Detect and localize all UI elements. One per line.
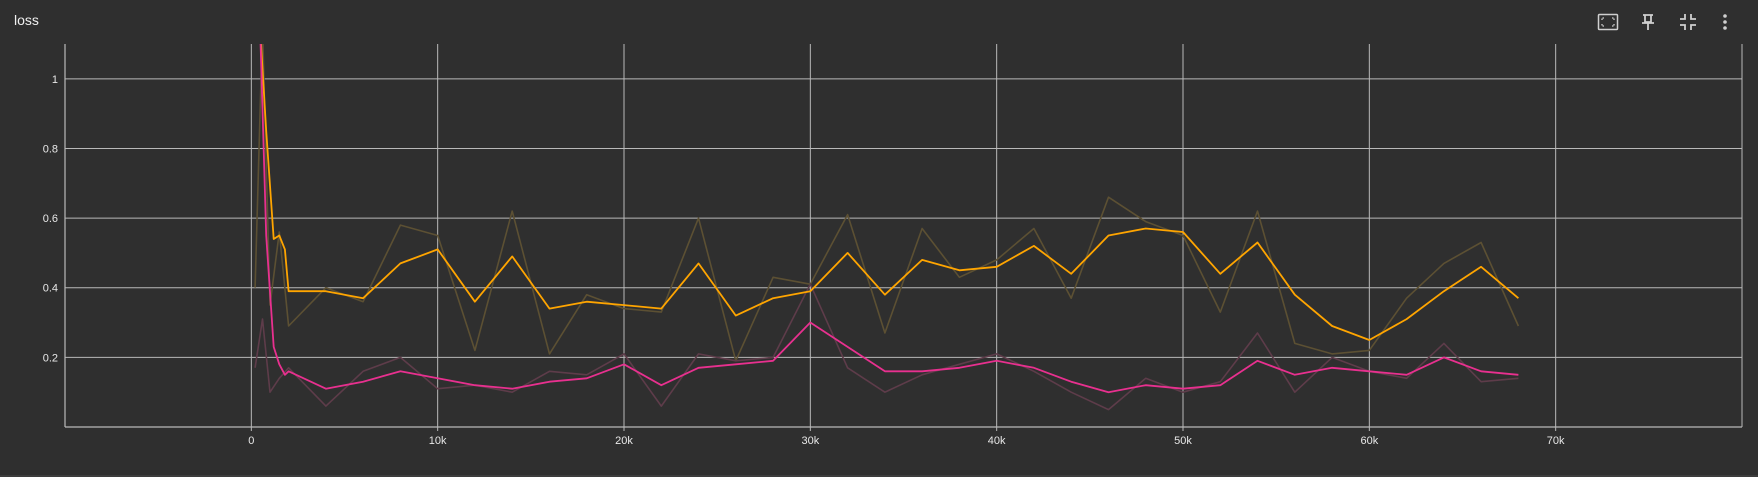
x-tick-label: 10k: [429, 435, 447, 447]
y-tick-label: 0.8: [43, 143, 58, 155]
x-tick-label: 50k: [1174, 435, 1192, 447]
y-tick-label: 0.6: [43, 213, 58, 225]
x-tick-label: 40k: [988, 435, 1006, 447]
chart-toolbar: [1596, 10, 1746, 34]
minimize-icon: [1680, 14, 1696, 30]
axes: [64, 44, 1743, 428]
x-tick-label: 20k: [615, 435, 633, 447]
x-tick-label: 70k: [1547, 435, 1565, 447]
pin-icon: [1642, 14, 1654, 30]
y-tick-label: 0.2: [43, 352, 58, 364]
more-vert-icon: [1723, 14, 1727, 30]
x-tick-label: 30k: [801, 435, 819, 447]
series-line-raw-0: [254, 44, 1520, 362]
series-layer: [254, 44, 1520, 411]
pin-button[interactable]: [1636, 10, 1660, 34]
x-tick-label: 60k: [1360, 435, 1378, 447]
panel-bottom-divider: [0, 475, 1758, 477]
y-tick-label: 1: [52, 74, 58, 86]
series-line-smoothed-3: [259, 44, 1519, 394]
chart-title: loss: [14, 12, 39, 28]
y-axis-ticks: 0.2 0.4 0.6 0.8 1: [43, 74, 58, 365]
x-axis-ticks: 0 10k 20k 30k 40k 50k 60k 70k: [248, 435, 1565, 447]
minimize-button[interactable]: [1676, 10, 1700, 34]
series-line-raw-1: [254, 283, 1519, 411]
fit-domain-button[interactable]: [1596, 10, 1620, 34]
x-tick-label: 0: [248, 435, 254, 447]
y-tick-label: 0.4: [43, 283, 58, 295]
fit-domain-icon: [1597, 13, 1619, 31]
grid: [65, 44, 1742, 431]
more-options-button[interactable]: [1713, 10, 1737, 34]
series-line-smoothed-2: [260, 44, 1519, 341]
